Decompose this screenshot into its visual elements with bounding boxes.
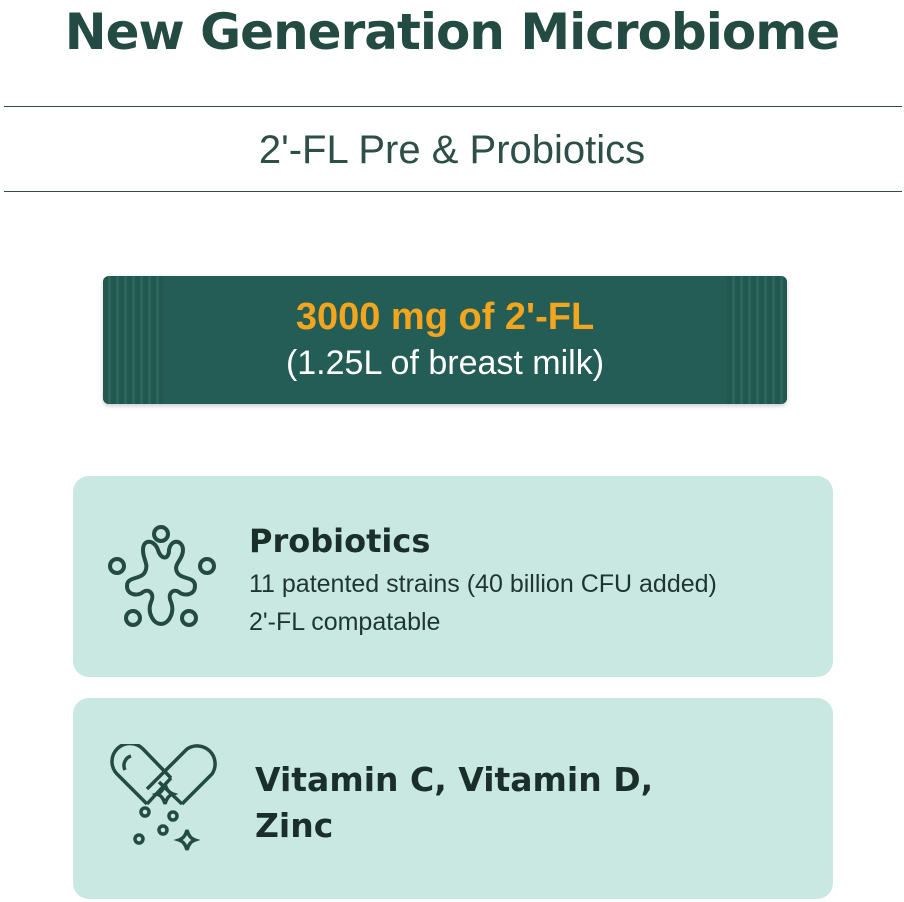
card-line: 2'-FL compatable [249,608,441,636]
stick-crimp-right [727,276,787,404]
capsule-heart-icon [110,744,217,851]
divider [4,106,902,107]
card-line: 11 patented strains (40 billion CFU adde… [249,570,717,598]
stick-crimp-left [103,276,163,404]
card-heading: Vitamin C, Vitamin D, [255,760,654,799]
probiotics-card: Probiotics 11 patented strains (40 billi… [73,476,833,677]
card-heading-line2: Zinc [255,806,334,845]
divider [4,191,902,192]
vitamins-card: Vitamin C, Vitamin D, Zinc [73,698,833,899]
subtitle: 2'-FL Pre & Probiotics [258,128,646,172]
card-heading: Probiotics [249,522,431,560]
stick-headline: 3000 mg of 2'-FL [295,296,595,338]
page-title: New Generation Microbiome [64,3,840,61]
product-stick-pack: 3000 mg of 2'-FL (1.25L of breast milk) [103,276,787,404]
stick-note: (1.25L of breast milk) [285,344,605,382]
probiotics-icon [108,525,216,627]
